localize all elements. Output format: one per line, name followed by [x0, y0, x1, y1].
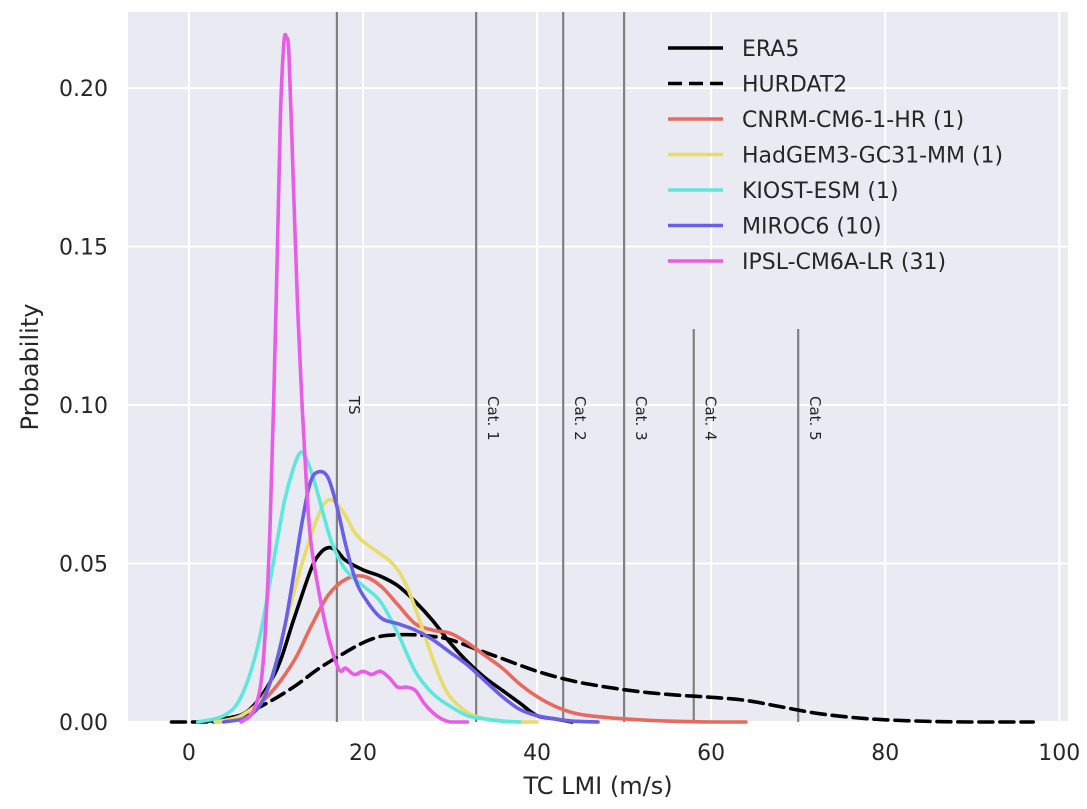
category-label: Cat. 3 [632, 396, 650, 441]
series-line-2 [213, 574, 748, 724]
category-label: TS [345, 395, 363, 415]
series-group [169, 32, 1035, 724]
y-axis-label: Probability [16, 304, 44, 431]
x-axis-label: TC LMI (m/s) [522, 772, 672, 800]
legend-label: ERA5 [742, 37, 799, 62]
category-lines: TS Cat. 1 Cat. 2 Cat. 3 Cat. 4 Cat. 5 [335, 12, 824, 722]
series-line-5 [221, 469, 600, 724]
legend-label: IPSL-CM6A-LR (31) [742, 250, 946, 275]
legend-label: CNRM-CM6-1-HR (1) [742, 108, 964, 133]
y-tick-label: 0.20 [59, 77, 108, 102]
legend: ERA5 HURDAT2 CNRM-CM6-1-HR (1) HadGEM3-GC31… [668, 37, 1003, 275]
legend-label: HURDAT2 [742, 73, 847, 98]
series-line-6 [239, 32, 470, 724]
category-label: Cat. 1 [484, 396, 502, 441]
series-line-1 [169, 632, 1035, 724]
series-line-0 [195, 545, 574, 724]
category-label: Cat. 5 [806, 396, 824, 441]
series-line-4 [195, 450, 522, 724]
grid [128, 12, 1068, 723]
y-tick-label: 0.15 [59, 236, 108, 261]
tick-labels: 0 20 40 60 80 100 0.00 0.05 0.10 0.15 0.20 [59, 77, 1080, 766]
x-tick-label: 80 [871, 741, 899, 766]
y-tick-label: 0.05 [59, 553, 108, 578]
legend-label: HadGEM3-GC31-MM (1) [742, 144, 1003, 169]
category-label: Cat. 2 [571, 396, 589, 441]
x-tick-label: 40 [523, 741, 551, 766]
legend-label: KIOST-ESM (1) [742, 179, 899, 204]
series-line-3 [213, 497, 539, 724]
x-tick-label: 0 [182, 741, 196, 766]
y-tick-label: 0.00 [59, 711, 108, 736]
x-tick-label: 100 [1038, 741, 1080, 766]
plot-background [128, 12, 1068, 722]
legend-label: MIROC6 (10) [742, 215, 882, 240]
x-tick-label: 60 [697, 741, 725, 766]
y-tick-label: 0.10 [59, 394, 108, 419]
x-tick-label: 20 [349, 741, 377, 766]
category-label: Cat. 4 [702, 396, 720, 441]
